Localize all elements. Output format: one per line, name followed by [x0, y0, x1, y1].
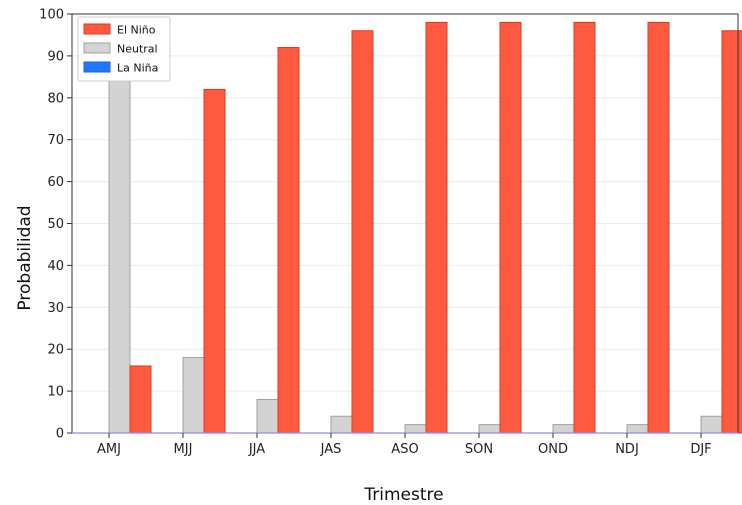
bar-el-ni-o-jas	[351, 30, 374, 434]
legend-swatch-la-ni-a	[83, 61, 111, 73]
bar-neutral-djf	[700, 415, 723, 434]
bars	[108, 21, 742, 434]
y-tick-label: 50	[47, 217, 64, 232]
bar-neutral-mjj	[182, 357, 205, 434]
x-tick-label: SON	[465, 442, 493, 457]
x-tick-labels: AMJ MJJ JJA JAS ASO SON OND NDJ DJF	[97, 433, 712, 457]
x-tick-label: AMJ	[97, 442, 121, 457]
bar-el-ni-o-jja	[277, 47, 300, 434]
y-tick-label: 40	[47, 259, 64, 274]
bar-neutral-ond	[552, 424, 575, 434]
x-tick-label: ASO	[391, 442, 418, 457]
y-tick-label: 80	[47, 91, 64, 106]
x-tick-label: NDJ	[615, 442, 639, 457]
bar-el-ni-o-amj	[129, 365, 152, 434]
bar-neutral-aso	[404, 424, 427, 434]
y-tick-label: 90	[47, 49, 64, 64]
bar-el-ni-o-mjj	[203, 88, 226, 434]
bar-el-ni-o-ndj	[647, 21, 670, 434]
y-tick-label: 30	[47, 301, 64, 316]
y-tick-label: 60	[47, 175, 64, 190]
bar-el-ni-o-aso	[425, 21, 448, 434]
bar-el-ni-o-son	[499, 21, 522, 434]
y-tick-label: 70	[47, 133, 64, 148]
grid-lines	[72, 55, 738, 392]
legend-label: Neutral	[117, 43, 158, 56]
y-tick-label: 100	[39, 8, 64, 23]
legend-swatch-neutral	[83, 42, 111, 54]
bar-neutral-ndj	[626, 424, 649, 434]
bar-neutral-jas	[330, 415, 353, 434]
y-tick-labels: 0 10 20 30 40 50 60 70 80 90 100	[39, 8, 72, 442]
bar-el-ni-o-ond	[573, 21, 596, 434]
x-tick-label: DJF	[690, 442, 711, 457]
bar-neutral-son	[478, 424, 501, 434]
x-tick-label: JJA	[248, 442, 265, 457]
legend-label: El Niño	[117, 24, 156, 37]
legend-label: La Niña	[117, 62, 158, 75]
x-tick-label: OND	[538, 442, 568, 457]
bar-neutral-amj	[108, 80, 131, 434]
x-tick-label: MJJ	[174, 442, 193, 457]
legend-swatch-el-ni-o	[83, 23, 111, 35]
bar-el-ni-o-djf	[721, 30, 742, 434]
y-tick-label: 0	[56, 427, 64, 442]
y-axis-title: Probabilidad	[15, 205, 35, 310]
x-axis-title: Trimestre	[363, 485, 443, 505]
x-tick-label: JAS	[320, 442, 342, 457]
bar-neutral-jja	[256, 398, 279, 434]
legend: El Niño Neutral La Niña	[77, 16, 171, 82]
y-tick-label: 10	[47, 385, 64, 400]
y-tick-label: 20	[47, 343, 64, 358]
